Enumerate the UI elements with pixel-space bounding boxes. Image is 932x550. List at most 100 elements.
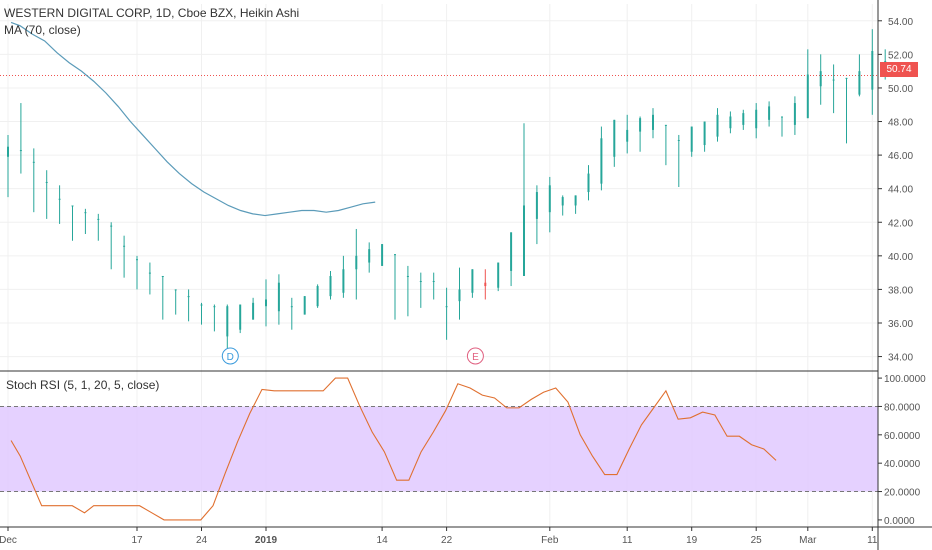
candle-body [110, 225, 113, 227]
stoch-tick-label: 60.0000 [884, 431, 921, 442]
candle-body [626, 129, 629, 142]
candle-body [819, 71, 822, 87]
candle-body [123, 245, 126, 247]
candle-body [187, 296, 190, 298]
stoch-rsi-label: Stoch RSI (5, 1, 20, 5, close) [6, 378, 160, 392]
candle-body [342, 269, 345, 293]
candle-body [381, 244, 384, 266]
time-tick-label: 14 [377, 535, 389, 546]
candle-body [213, 306, 216, 308]
candle-body [445, 306, 448, 308]
candle-body [84, 212, 87, 214]
candle-body [587, 173, 590, 193]
candle-body [742, 113, 745, 125]
event-marker-label: E [472, 352, 479, 363]
time-tick-label: Mar [799, 535, 817, 546]
candle-body [419, 281, 422, 283]
candle-body [523, 205, 525, 276]
candle-body [252, 302, 255, 320]
candle-body [806, 74, 809, 119]
candle-body [32, 161, 35, 163]
time-tick-label: 24 [196, 535, 208, 546]
time-tick-label: Feb [541, 535, 559, 546]
candle-body [355, 255, 358, 270]
candle-body [703, 121, 706, 146]
price-tick-label: 34.00 [888, 353, 913, 364]
candle-body [368, 249, 371, 263]
candle-body [548, 185, 551, 213]
price-tick-label: 48.00 [888, 118, 913, 129]
stoch-tick-label: 80.0000 [884, 402, 921, 413]
candle-body [277, 282, 280, 312]
candle-body [97, 218, 100, 220]
candle-body [690, 126, 693, 152]
time-tick-label: 19 [686, 535, 698, 546]
candle-body [19, 150, 22, 152]
event-marker-label: D [227, 352, 234, 363]
event-marker-e [466, 347, 484, 365]
ma-indicator-label: MA (70, close) [4, 23, 81, 37]
chart-title: WESTERN DIGITAL CORP, 1D, Cboe BZX, Heik… [4, 6, 300, 20]
candle-body [226, 306, 229, 337]
time-tick-label: 17 [131, 535, 143, 546]
time-tick-label: 11 [622, 535, 633, 546]
price-tick-label: 52.00 [888, 50, 913, 61]
candle-body [858, 71, 861, 95]
candle-body [639, 118, 642, 132]
candle-body [458, 289, 461, 302]
candle-body [535, 192, 538, 219]
candle-body [677, 139, 680, 141]
candle-body [200, 304, 203, 306]
stoch-tick-label: 100.0000 [884, 374, 926, 385]
time-tick-label: 25 [751, 535, 763, 546]
ma-line [10, 21, 376, 217]
candle-body [664, 124, 667, 126]
candle-body [7, 146, 9, 157]
stoch-tick-label: 0.0000 [884, 516, 915, 527]
price-tick-label: 42.00 [888, 218, 913, 229]
candle-body [845, 77, 848, 79]
candle-body [406, 275, 409, 277]
price-tick-label: 36.00 [888, 319, 913, 330]
price-tick-label: 44.00 [888, 185, 913, 196]
candle-body [45, 181, 48, 183]
price-tick-label: 40.00 [888, 252, 913, 263]
candle-body [71, 205, 74, 207]
candle-body [148, 272, 151, 274]
candle-body [884, 61, 887, 63]
candle-body [832, 79, 835, 81]
candle-body [58, 198, 61, 200]
candle-body [161, 275, 164, 277]
candle-body [600, 138, 603, 184]
candle-body [768, 106, 771, 120]
candle-body [871, 51, 874, 90]
price-tick-label: 50.00 [888, 84, 913, 95]
candle-body [316, 286, 319, 307]
stoch-rsi-line [10, 377, 777, 521]
time-tick-label: 2019 [255, 535, 278, 546]
candle-body [781, 116, 783, 118]
candle-body [174, 289, 177, 291]
candle-body [239, 304, 242, 330]
stoch-tick-label: 40.0000 [884, 459, 921, 470]
candle-body [755, 109, 758, 129]
candle-body [510, 232, 513, 271]
event-marker-d [221, 347, 239, 365]
candle-body [652, 114, 654, 130]
candle-body [290, 306, 293, 308]
candle-body [303, 296, 306, 315]
candle-body [793, 103, 796, 125]
price-tick-label: 38.00 [888, 285, 913, 296]
price-tick-label: 46.00 [888, 151, 913, 162]
candle-body [484, 282, 487, 287]
candle-body [329, 275, 332, 297]
time-tick-label: Dec [0, 535, 17, 546]
candle-body [716, 114, 719, 137]
stoch-band [0, 406, 878, 492]
candle-body [497, 262, 500, 288]
candle-body [613, 119, 616, 157]
candle-body [136, 259, 138, 261]
time-tick-label: 22 [441, 535, 453, 546]
candle-body [561, 197, 564, 206]
